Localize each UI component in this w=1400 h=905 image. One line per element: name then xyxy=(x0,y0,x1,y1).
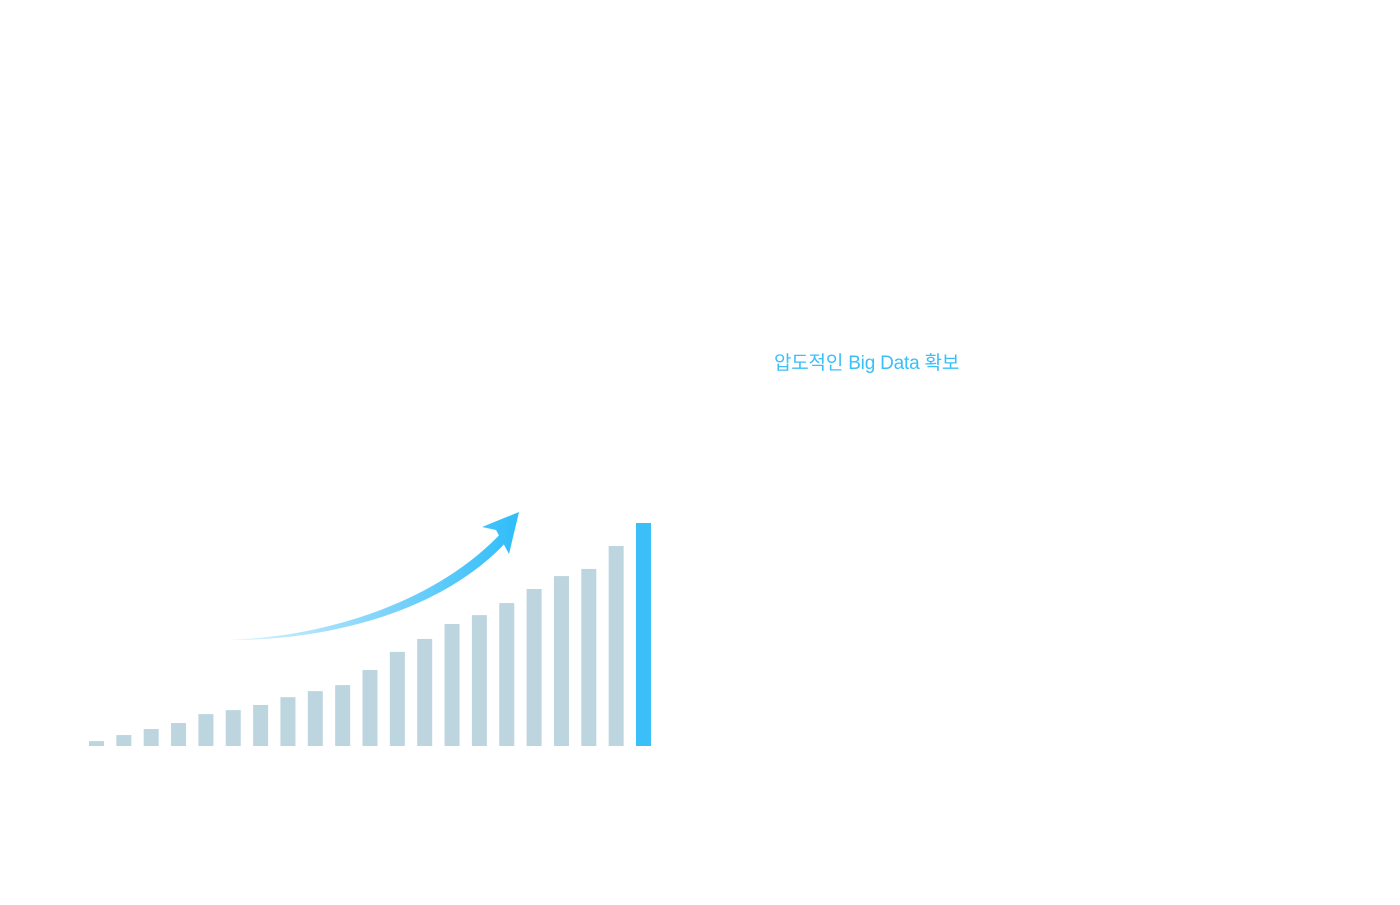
bar xyxy=(171,723,187,746)
bar xyxy=(198,714,214,746)
bar-highlight xyxy=(636,523,651,746)
bar xyxy=(471,615,487,746)
bar xyxy=(280,697,296,746)
bar xyxy=(553,576,569,746)
bar xyxy=(499,603,515,746)
bar xyxy=(89,741,104,746)
headline-text: 압도적인 Big Data 확보 xyxy=(774,353,960,374)
arrow-head xyxy=(482,512,519,554)
bar xyxy=(362,669,378,746)
up-right-curved-arrow-icon xyxy=(226,512,519,641)
arrow-shaft xyxy=(226,531,508,641)
bar xyxy=(116,735,132,746)
bar xyxy=(335,685,351,746)
bar xyxy=(444,624,460,746)
bar xyxy=(389,651,405,746)
bar xyxy=(225,710,241,746)
bar xyxy=(307,691,323,746)
bars-group xyxy=(89,523,651,746)
bar xyxy=(143,729,159,746)
bar xyxy=(608,545,624,746)
bar xyxy=(253,704,269,746)
bar xyxy=(417,638,433,746)
bar xyxy=(581,568,597,746)
bar xyxy=(526,589,542,746)
